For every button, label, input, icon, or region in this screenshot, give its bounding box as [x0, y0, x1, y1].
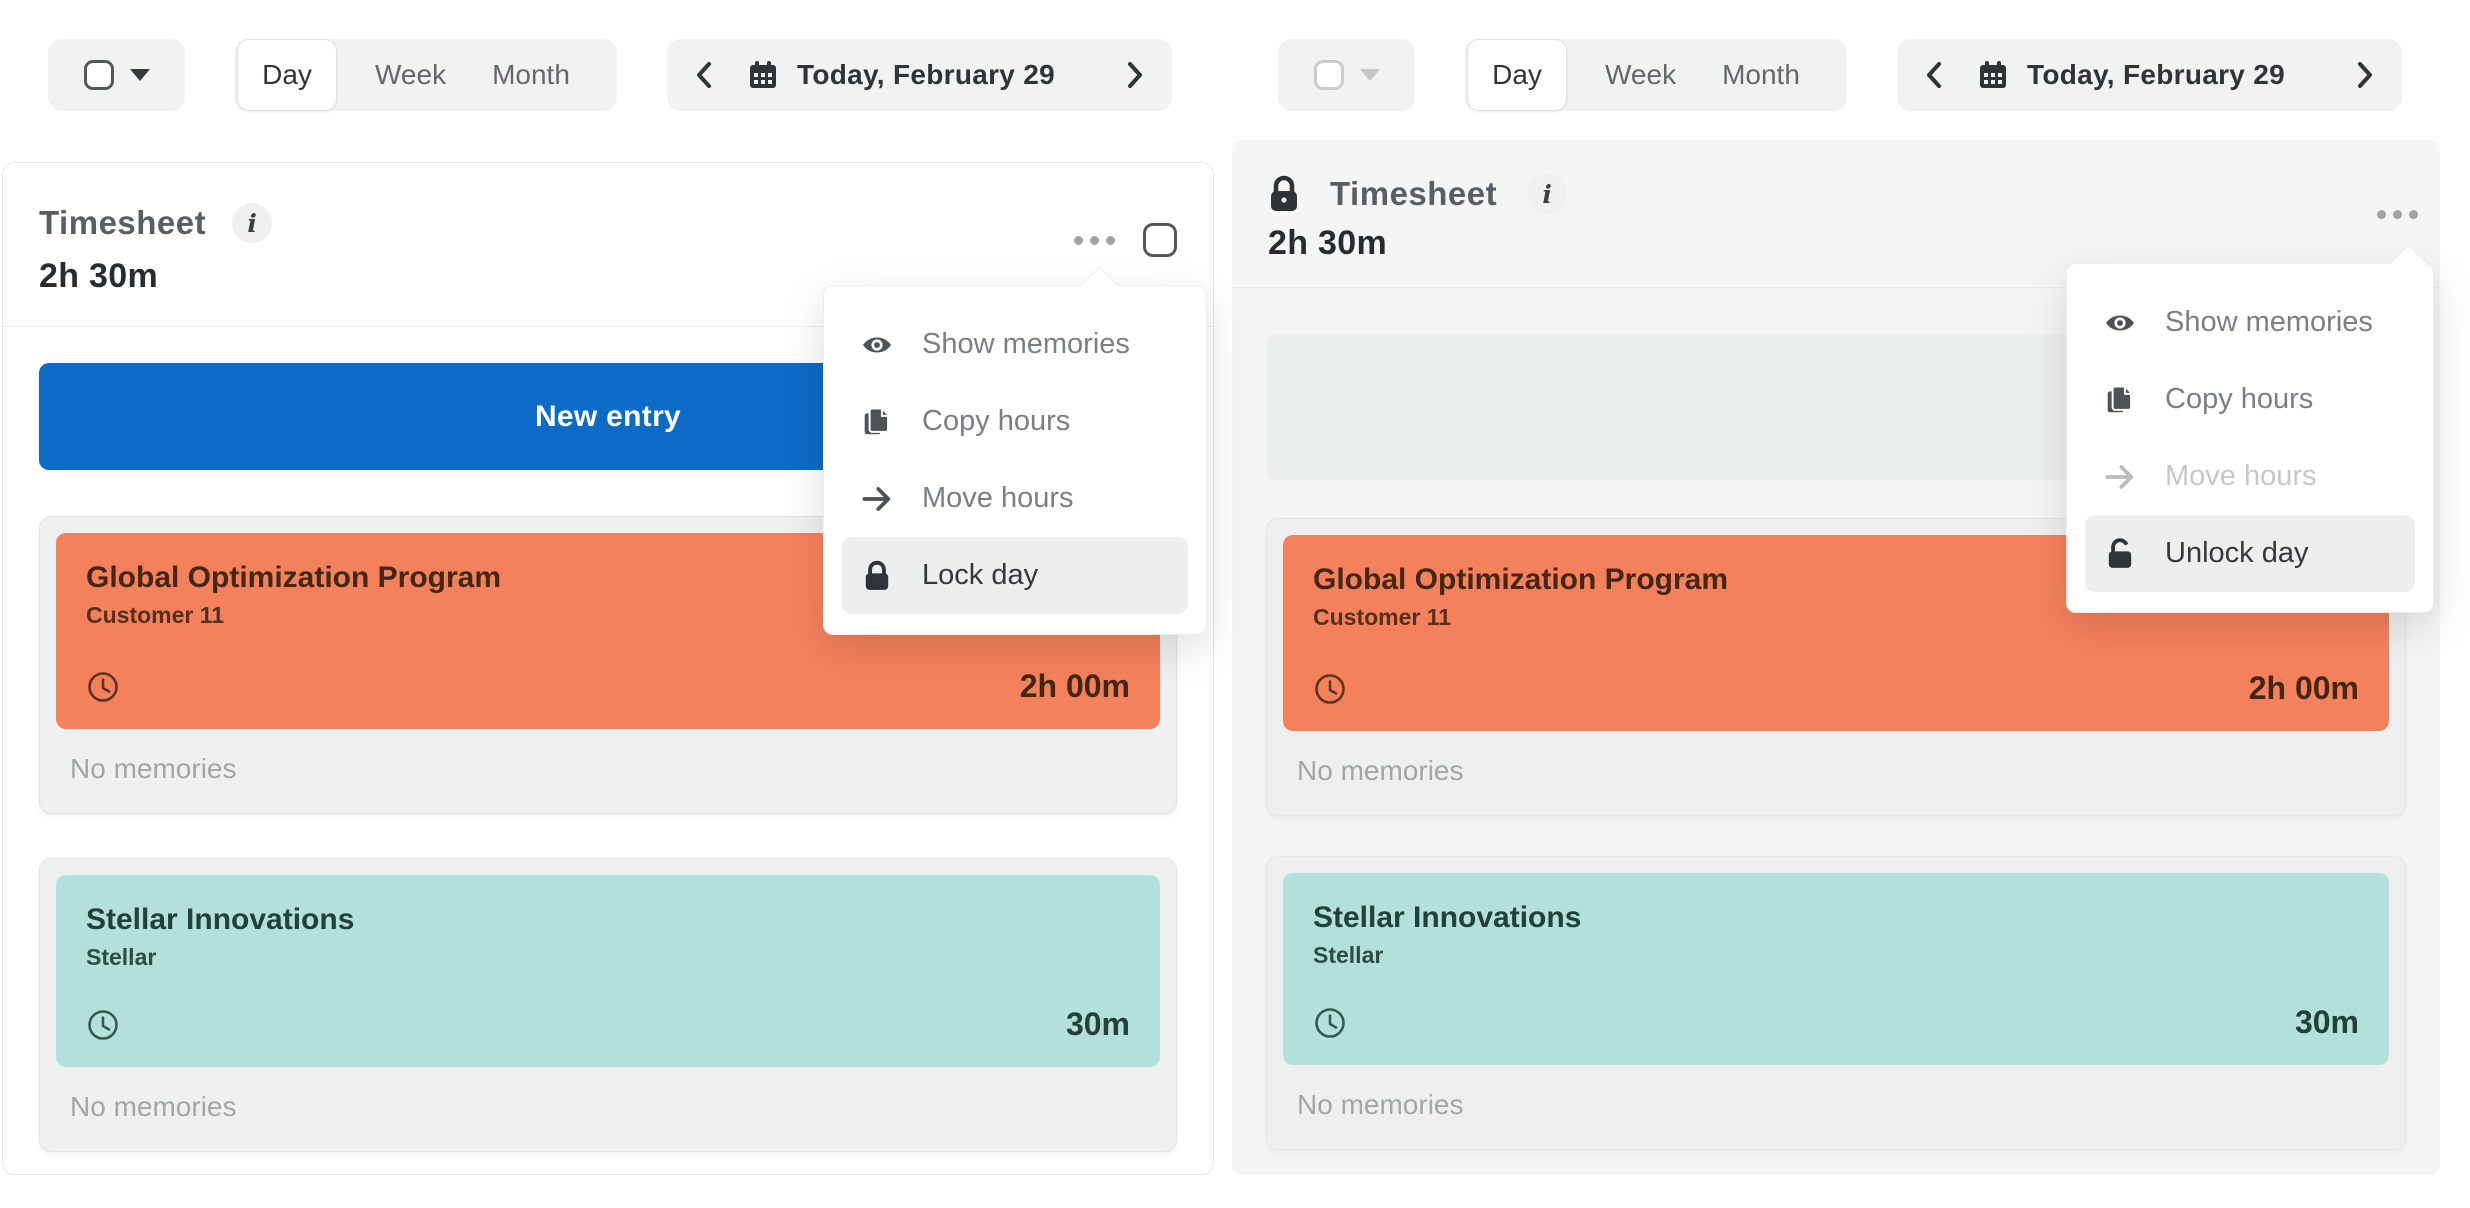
current-date-label[interactable]: Today, February 29 [797, 59, 1056, 90]
clock-icon [1313, 672, 1347, 706]
timesheet-card-locked: Timesheet i 2h 30m Global Optimization P… [1232, 140, 2440, 1175]
menu-item-move-hours: Move hours [2085, 438, 2415, 515]
select-all-control-disabled[interactable] [1278, 39, 1415, 111]
tab-month[interactable]: Month [492, 59, 570, 90]
day-select-checkbox[interactable] [1143, 223, 1177, 257]
entry-duration: 30m [1065, 1006, 1130, 1042]
timesheet-header: Timesheet i 2h 30m [3, 163, 1213, 326]
info-icon[interactable]: i [1527, 174, 1568, 214]
select-all-checkbox[interactable] [1313, 60, 1344, 90]
total-hours: 2h 30m [1268, 224, 1387, 262]
entry-card[interactable]: Stellar Innovations Stellar 30m [1283, 873, 2389, 1065]
lock-open-icon [2103, 537, 2137, 570]
lock-icon [1268, 175, 1300, 213]
prev-day-button[interactable] [693, 60, 715, 90]
clock-icon [1313, 1006, 1347, 1040]
menu-item-show-memories[interactable]: Show memories [842, 306, 1188, 383]
menu-item-copy-hours[interactable]: Copy hours [2085, 361, 2415, 438]
chevron-down-icon[interactable] [129, 69, 150, 81]
toolbar-left: Day Week Month Today, February 29 [48, 39, 1172, 111]
select-all-control[interactable] [48, 39, 185, 111]
more-options-button[interactable] [1072, 230, 1117, 251]
entry-title: Global Optimization Program [86, 561, 502, 594]
view-switcher: Day Week Month [1465, 39, 1847, 111]
entry-duration: 30m [2294, 1004, 2359, 1040]
entry-stellar-innovations: Stellar Innovations Stellar 30m No memor… [1266, 856, 2406, 1150]
entry-title: Stellar Innovations [1313, 901, 1582, 934]
clock-icon [86, 670, 120, 704]
entry-duration: 2h 00m [1019, 668, 1130, 704]
header-divider [1232, 287, 2440, 288]
calendar-icon [747, 59, 779, 91]
entry-duration: 2h 00m [2248, 670, 2359, 706]
view-switcher: Day Week Month [235, 39, 617, 111]
more-options-button[interactable] [2375, 204, 2420, 225]
next-day-button[interactable] [1124, 60, 1146, 90]
date-navigator: Today, February 29 [667, 39, 1172, 111]
total-hours: 2h 30m [39, 257, 158, 295]
tab-day[interactable]: Day [237, 39, 337, 111]
entry-client: Stellar [86, 944, 157, 970]
prev-day-button[interactable] [1923, 60, 1945, 90]
calendar-icon [1977, 59, 2009, 91]
day-options-menu-unlocked: Show memories Copy hours Move hours Lock… [823, 266, 1207, 635]
entry-client: Customer 11 [86, 602, 225, 628]
eye-icon [2103, 307, 2137, 339]
current-date-label[interactable]: Today, February 29 [2027, 59, 2286, 90]
chevron-down-icon[interactable] [1359, 69, 1380, 81]
entry-client: Customer 11 [1313, 604, 1452, 630]
tab-month[interactable]: Month [1722, 59, 1800, 90]
tab-week[interactable]: Week [375, 59, 447, 90]
timesheet-header: Timesheet i 2h 30m [1232, 140, 2440, 287]
select-all-checkbox[interactable] [83, 60, 114, 90]
menu-item-unlock-day[interactable]: Unlock day [2085, 515, 2415, 592]
arrow-right-icon [860, 483, 894, 515]
entry-card[interactable]: Stellar Innovations Stellar 30m [56, 875, 1160, 1067]
clock-icon [86, 1008, 120, 1042]
date-navigator: Today, February 29 [1897, 39, 2402, 111]
toolbar-right: Day Week Month Today, February 29 [1278, 39, 2402, 111]
entry-title: Stellar Innovations [86, 903, 355, 936]
copy-icon [2103, 384, 2137, 416]
info-icon[interactable]: i [232, 203, 273, 243]
menu-item-show-memories[interactable]: Show memories [2085, 284, 2415, 361]
menu-item-move-hours[interactable]: Move hours [842, 460, 1188, 537]
tab-week[interactable]: Week [1605, 59, 1677, 90]
no-memories-label: No memories [1297, 1089, 1464, 1120]
arrow-right-icon [2103, 461, 2137, 493]
header-divider [3, 326, 1213, 327]
timesheet-card-unlocked: Timesheet i 2h 30m New entry Global Opti… [2, 162, 1214, 1175]
timesheet-title: Timesheet [1330, 175, 1498, 212]
menu-item-copy-hours[interactable]: Copy hours [842, 383, 1188, 460]
menu-item-lock-day[interactable]: Lock day [842, 537, 1188, 614]
entry-client: Stellar [1313, 942, 1384, 968]
tab-day[interactable]: Day [1467, 39, 1567, 111]
no-memories-label: No memories [70, 1091, 237, 1122]
eye-icon [860, 329, 894, 361]
day-options-menu-locked: Show memories Copy hours Move hours Unlo… [2066, 244, 2434, 613]
no-memories-label: No memories [70, 753, 237, 784]
next-day-button[interactable] [2354, 60, 2376, 90]
timesheet-title: Timesheet [39, 204, 207, 241]
entry-stellar-innovations: Stellar Innovations Stellar 30m No memor… [39, 858, 1177, 1152]
entry-title: Global Optimization Program [1313, 563, 1729, 596]
copy-icon [860, 406, 894, 438]
lock-closed-icon [860, 560, 894, 592]
no-memories-label: No memories [1297, 755, 1464, 786]
